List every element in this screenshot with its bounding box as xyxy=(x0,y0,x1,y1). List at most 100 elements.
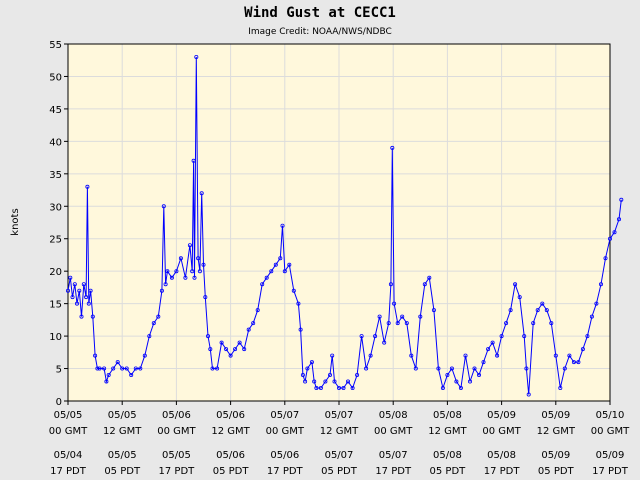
data-point xyxy=(599,282,604,287)
data-point xyxy=(427,275,432,280)
data-point xyxy=(178,256,183,261)
data-point xyxy=(79,314,84,319)
data-point xyxy=(93,353,98,358)
data-point xyxy=(233,347,238,352)
data-point xyxy=(332,379,337,384)
data-point xyxy=(499,334,504,339)
data-point xyxy=(535,308,540,313)
data-point xyxy=(97,366,102,371)
data-point xyxy=(373,334,378,339)
x-axis-ticks: 05/05 00 GMT 05/04 17 PDT 05/05 12 GMT 05/05 05… xyxy=(49,401,630,477)
data-point xyxy=(197,269,202,274)
chart-title: Wind Gust at CECC1 xyxy=(244,5,396,21)
x-tick-label: 05/05 xyxy=(54,410,83,421)
data-point xyxy=(138,366,143,371)
y-tick-label: 25 xyxy=(49,235,62,246)
data-point xyxy=(495,353,500,358)
x-tick-label: 00 GMT xyxy=(374,426,413,437)
x-tick-label: 05/08 xyxy=(433,410,462,421)
data-point xyxy=(364,366,369,371)
data-point xyxy=(490,340,495,345)
x-tick-label: 05/08 xyxy=(487,450,516,461)
data-point xyxy=(120,366,125,371)
data-point xyxy=(576,360,581,365)
x-tick-label: 05/06 xyxy=(162,410,191,421)
data-point xyxy=(392,301,397,306)
y-axis-label: knots xyxy=(10,208,21,235)
data-point xyxy=(147,334,152,339)
data-point xyxy=(124,366,129,371)
data-point xyxy=(522,334,527,339)
y-tick-label: 20 xyxy=(49,267,62,278)
data-point xyxy=(571,360,576,365)
y-tick-label: 35 xyxy=(49,170,62,181)
data-point xyxy=(390,145,395,150)
x-tick-label: 17 PDT xyxy=(592,466,629,477)
data-point xyxy=(558,385,563,390)
y-tick-label: 15 xyxy=(49,300,62,311)
data-point xyxy=(619,197,624,202)
data-point xyxy=(219,340,224,345)
data-point xyxy=(368,353,373,358)
data-point xyxy=(255,308,260,313)
data-point xyxy=(190,269,195,274)
data-point xyxy=(199,191,204,196)
data-point xyxy=(345,379,350,384)
data-point xyxy=(85,184,90,189)
data-point xyxy=(156,314,161,319)
data-point xyxy=(517,295,522,300)
data-point xyxy=(269,269,274,274)
data-point xyxy=(531,321,536,326)
data-point xyxy=(88,288,93,293)
data-point xyxy=(111,366,116,371)
x-tick-label: 05/08 xyxy=(433,450,462,461)
data-point xyxy=(215,366,220,371)
data-point xyxy=(526,392,531,397)
data-point xyxy=(72,282,77,287)
data-point xyxy=(237,340,242,345)
data-point xyxy=(553,353,558,358)
x-tick-label: 12 GMT xyxy=(320,426,359,437)
data-point xyxy=(508,308,513,313)
data-point xyxy=(454,379,459,384)
x-tick-label: 17 PDT xyxy=(267,466,304,477)
data-point xyxy=(309,360,314,365)
data-point xyxy=(413,366,418,371)
data-point xyxy=(205,334,210,339)
x-tick-label: 05/10 xyxy=(596,410,625,421)
data-point xyxy=(129,372,134,377)
data-point xyxy=(318,385,323,390)
data-point xyxy=(300,372,305,377)
data-point xyxy=(102,366,107,371)
x-tick-label: 05/05 xyxy=(108,450,137,461)
data-point xyxy=(296,301,301,306)
data-point xyxy=(183,275,188,280)
data-point xyxy=(161,204,166,209)
data-point xyxy=(585,334,590,339)
x-tick-label: 05/07 xyxy=(325,410,354,421)
data-point xyxy=(169,275,174,280)
data-point xyxy=(341,385,346,390)
data-point xyxy=(594,301,599,306)
data-point xyxy=(303,379,308,384)
data-point xyxy=(445,372,450,377)
data-point xyxy=(246,327,251,332)
data-point xyxy=(486,347,491,352)
data-point xyxy=(86,301,91,306)
data-point xyxy=(481,360,486,365)
data-point xyxy=(608,236,613,241)
data-point xyxy=(192,275,197,280)
data-point xyxy=(77,288,82,293)
data-point xyxy=(298,327,303,332)
data-point xyxy=(463,353,468,358)
x-tick-label: 00 GMT xyxy=(482,426,521,437)
data-point xyxy=(524,366,529,371)
data-point xyxy=(458,385,463,390)
data-point xyxy=(549,321,554,326)
data-point xyxy=(90,314,95,319)
y-tick-label: 10 xyxy=(49,332,62,343)
y-tick-label: 30 xyxy=(49,202,62,213)
data-point xyxy=(159,288,164,293)
data-point xyxy=(191,158,196,163)
